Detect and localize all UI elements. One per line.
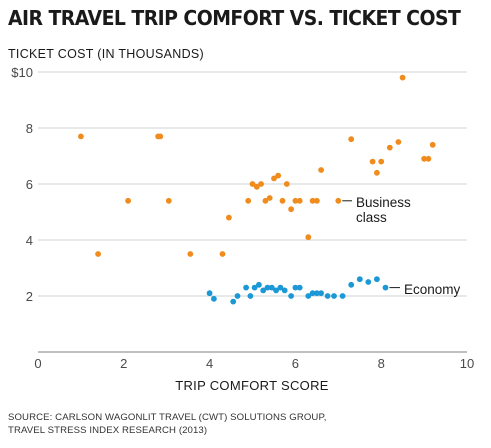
business-class-point <box>226 214 232 221</box>
economy-point <box>356 276 363 283</box>
y-tick-label: 2 <box>26 289 33 304</box>
business-class-point <box>262 197 269 204</box>
economy-point <box>296 284 303 291</box>
x-tick-label: 4 <box>206 356 213 371</box>
chart-title: AIR TRAVEL TRIP COMFORT VS. TICKET COST <box>8 6 461 30</box>
economy-label: Economy <box>404 282 461 297</box>
economy-point <box>211 295 217 302</box>
economy-point <box>234 293 241 299</box>
economy-point <box>273 287 279 294</box>
business-class-point <box>425 155 432 162</box>
business-class-point <box>245 197 252 204</box>
economy-point <box>318 290 324 297</box>
economy-point <box>339 293 346 299</box>
y-tick-label: 4 <box>26 233 33 248</box>
business-class-point <box>271 175 277 182</box>
business-class-point <box>296 197 303 204</box>
business-class-point <box>378 158 385 165</box>
y-tick-label: 8 <box>26 121 33 136</box>
economy-point <box>206 290 213 297</box>
business-class-point <box>309 197 316 204</box>
business-class-point <box>249 181 256 187</box>
economy-point <box>365 279 372 285</box>
y-axis-title: TICKET COST (IN THOUSANDS) <box>8 47 204 61</box>
economy-point <box>230 298 237 305</box>
economy-point <box>281 287 288 294</box>
business-class-point <box>369 158 376 165</box>
axes: TICKET COST (IN THOUSANDS) 2 4 6 8 $10 0 2 4 6 8 10… <box>8 47 474 393</box>
economy-point <box>309 290 316 297</box>
economy-point <box>382 284 389 291</box>
business-class-point <box>399 74 406 81</box>
economy-point <box>247 293 254 299</box>
data-points <box>78 74 436 305</box>
economy-point <box>251 284 258 291</box>
business-class-point <box>187 251 194 257</box>
x-tick-label: 6 <box>292 356 299 371</box>
economy-point <box>288 293 294 299</box>
x-tick-label: 8 <box>378 356 385 371</box>
business-class-point <box>305 234 312 241</box>
business-class-point <box>157 133 164 140</box>
x-tick-label: 2 <box>120 356 127 371</box>
business-class-point <box>78 133 84 140</box>
economy-point <box>243 284 250 291</box>
business-class-point <box>283 181 290 187</box>
business-class-point <box>288 206 294 213</box>
business-class-point <box>279 197 286 204</box>
business-class-point <box>258 181 264 187</box>
economy-point <box>277 284 284 291</box>
business-class-point <box>429 141 436 148</box>
business-class-point <box>335 197 342 204</box>
x-tick-label: 0 <box>34 356 41 371</box>
business-class-point <box>374 169 380 176</box>
economy-point <box>374 276 380 283</box>
economy-point <box>348 281 355 288</box>
y-tick-label: 6 <box>26 177 33 192</box>
business-class-point <box>395 139 402 145</box>
economy-point <box>268 284 275 291</box>
business-class-point <box>95 251 101 257</box>
economy-point <box>305 293 312 299</box>
business-class-point <box>314 197 320 204</box>
business-class-point <box>292 197 299 204</box>
source-line: TRAVEL STRESS INDEX RESEARCH (2013) <box>8 425 208 436</box>
business-class-point <box>266 195 273 201</box>
business-class-point <box>421 155 427 162</box>
y-tick-label: $10 <box>11 65 33 80</box>
business-class-point <box>165 197 172 204</box>
economy-point <box>264 284 271 291</box>
business-class-point <box>125 197 131 204</box>
business-class-point <box>386 144 393 151</box>
economy-point <box>292 284 299 291</box>
business-class-point <box>219 251 226 257</box>
business-class-label: class <box>356 210 387 225</box>
economy-point <box>324 293 331 299</box>
business-class-point <box>348 136 355 143</box>
source-line: SOURCE: CARLSON WAGONLIT TRAVEL (CWT) SO… <box>8 412 327 423</box>
source-note: SOURCE: CARLSON WAGONLIT TRAVEL (CWT) SO… <box>8 411 326 437</box>
economy-point <box>331 293 337 299</box>
economy-point <box>256 281 262 288</box>
economy-point <box>260 287 267 294</box>
business-class-label: Business <box>356 195 411 210</box>
x-axis-title: TRIP COMFORT SCORE <box>175 378 329 393</box>
x-tick-label: 10 <box>460 356 474 371</box>
business-class-point <box>253 183 260 190</box>
business-class-point <box>318 167 324 173</box>
economy-point <box>314 290 320 297</box>
business-class-point <box>275 172 282 179</box>
